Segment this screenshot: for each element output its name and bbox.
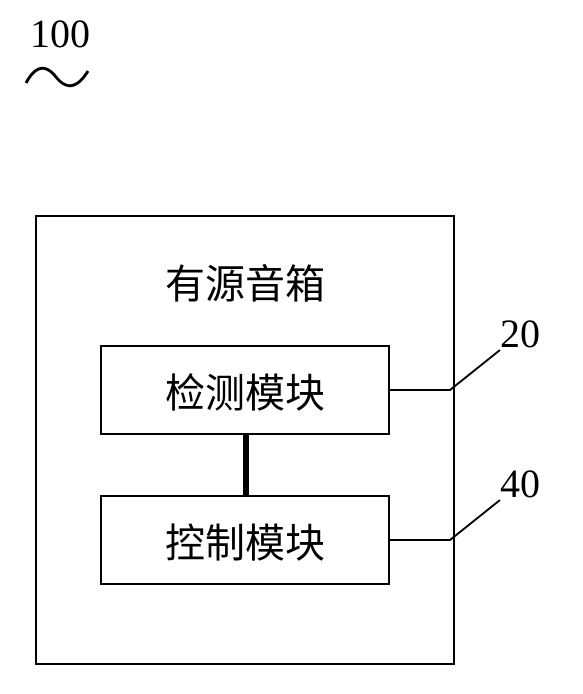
control-module-box: 控制模块 [100,495,390,585]
control-module-label: 控制模块 [165,511,325,569]
module-connector-line [243,435,249,495]
figure-reference-number: 100 [30,10,90,57]
callout-label-20: 20 [500,310,540,357]
reference-squiggle [18,55,98,100]
callout-label-40: 40 [500,460,540,507]
detection-module-box: 检测模块 [100,345,390,435]
detection-module-label: 检测模块 [165,361,325,419]
outer-box-title: 有源音箱 [37,252,453,310]
